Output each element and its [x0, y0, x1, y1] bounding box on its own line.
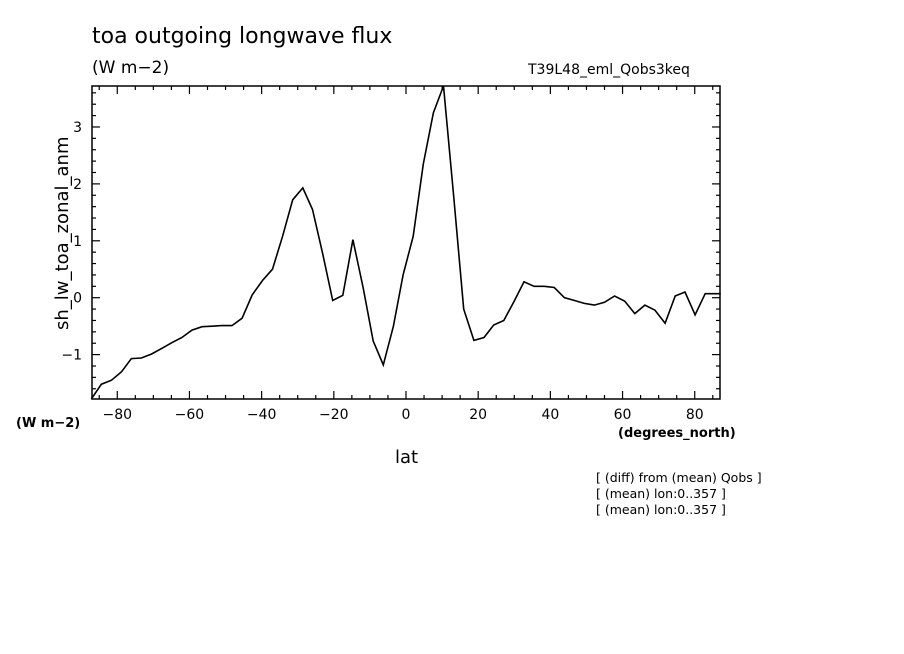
run-label: T39L48_eml_Qobs3keq — [528, 62, 690, 78]
chart-title: toa outgoing longwave flux — [92, 24, 393, 49]
note-line: [ (diff) from (mean) Qobs ] — [596, 470, 762, 485]
y-axis-label: sh_lw_toa_zonal_anm — [52, 136, 73, 330]
plot-frame — [91, 85, 721, 400]
y-tick-label: 0 — [73, 291, 82, 307]
x-tick-label: 60 — [614, 407, 632, 423]
y-tick-label: −1 — [61, 348, 82, 364]
note-line: [ (mean) lon:0..357 ] — [596, 502, 726, 517]
x-axis-units: (degrees_north) — [618, 426, 736, 441]
y-tick-label: 1 — [73, 234, 82, 250]
y-tick-label: 3 — [73, 120, 82, 136]
y-tick-label: 2 — [73, 177, 82, 193]
note-line: [ (mean) lon:0..357 ] — [596, 486, 726, 501]
x-tick-label: 80 — [686, 407, 704, 423]
chart-subtitle: (W m−2) — [92, 58, 170, 78]
x-tick-label: −40 — [247, 407, 277, 423]
x-axis-label: lat — [395, 447, 419, 468]
y-axis-units: (W m−2) — [16, 416, 81, 431]
series-line — [90, 85, 721, 400]
x-tick-label: 40 — [541, 407, 559, 423]
x-tick-label: 20 — [469, 407, 487, 423]
x-tick-label: −60 — [175, 407, 205, 423]
x-tick-label: −80 — [102, 407, 132, 423]
x-tick-label: 0 — [402, 407, 411, 423]
x-tick-label: −20 — [319, 407, 349, 423]
tick-labels: −80 −60 −40 −20 0 20 40 60 80 −1 0 1 2 3 — [61, 120, 703, 423]
axis-ticks — [92, 86, 720, 399]
